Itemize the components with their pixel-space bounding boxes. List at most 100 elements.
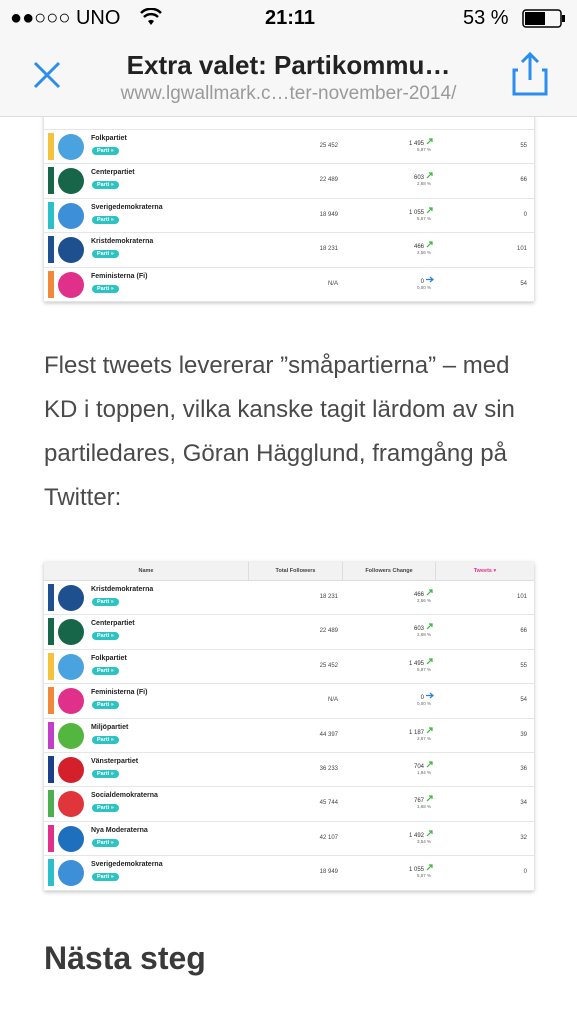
table-row: Nya Moderaterna Parti » 42 107 1 492 3,54 % 3… <box>44 822 534 857</box>
party-name: Centerpartiet <box>91 620 135 628</box>
share-button[interactable] <box>510 52 550 96</box>
party-name: Kristdemokraterna <box>91 238 154 246</box>
party-color-bar <box>48 755 54 783</box>
header-cell[interactable]: Tweets ▾ <box>473 568 497 574</box>
browser-nav: Extra valet: Partikommu… www.lgwallmark.… <box>0 38 577 117</box>
party-tag[interactable]: Parti » <box>92 598 119 606</box>
change-value: 1 055 <box>408 209 424 216</box>
party-tag[interactable]: Parti » <box>92 735 119 744</box>
party-name: Vänsterpartiet <box>91 757 139 765</box>
party-name: Sverigedemokraterna <box>91 203 163 211</box>
header-cell[interactable]: Total Followers <box>249 562 343 580</box>
party-tag[interactable]: Parti » <box>92 181 119 190</box>
tweets: 101 <box>516 594 527 600</box>
tweets: 66 <box>520 628 527 635</box>
party-logo <box>58 688 84 715</box>
followers-change: 767 <box>414 795 434 804</box>
change-percent: 5,57 % <box>416 873 431 879</box>
trend-arrow <box>426 761 433 768</box>
change-value: 0 <box>420 278 424 285</box>
party-name: Socialdemokraterna <box>91 792 158 800</box>
tweets: 36 <box>520 765 527 772</box>
change-percent: 5,57 % <box>416 215 431 221</box>
party-tag[interactable]: Parti » <box>92 804 119 813</box>
header-cell[interactable]: Followers Change <box>343 562 436 580</box>
header-cell[interactable]: Name <box>44 562 249 580</box>
trend-arrow <box>426 726 433 733</box>
total-followers: N/A <box>327 280 338 287</box>
change-percent: 0,00 % <box>416 284 431 290</box>
trend-arrow <box>426 864 433 871</box>
tweets: 0 <box>523 869 527 876</box>
table: Name Total Followers Followers Change Tw… <box>44 562 534 891</box>
party-logo <box>58 722 84 749</box>
followers-change: 603 <box>414 172 434 181</box>
party-tag[interactable]: Parti » <box>92 250 119 259</box>
change-value: 603 <box>413 626 424 633</box>
party-tag[interactable]: Parti » <box>92 147 119 155</box>
table-row: Kristdemokraterna Parti » 18 231 466 2,56 % 1… <box>44 233 534 268</box>
table-row: Sverigedemokraterna Parti » 18 949 1 055 5,5… <box>44 856 534 891</box>
page-url[interactable]: www.lgwallmark.c…ter-november-2014/ <box>120 83 457 104</box>
party-color-bar <box>48 133 54 160</box>
table-row: Folkpartiet Parti » 25 452 1 495 5,87 % 55 <box>44 130 534 165</box>
party-tag[interactable]: Parti » <box>92 838 119 847</box>
table-row: Folkpartiet Parti » 25 452 1 495 5,87 % 55 <box>44 650 534 685</box>
party-tag[interactable]: Parti » <box>92 873 119 882</box>
change-percent: 1,94 % <box>416 769 431 775</box>
table-row: Miljöpartiet Parti » 44 397 1 187 2,67 % 39 <box>44 719 534 753</box>
party-name: Centerpartiet <box>91 169 135 177</box>
table-row: Feministerna (Fi) Parti » N/A 0 0,00 % 54 <box>44 268 534 302</box>
paragraph: Flest tweets levererar ”småpartierna” – … <box>44 352 515 511</box>
followers-change: 1 187 <box>408 726 434 736</box>
followers-change: 1 055 <box>409 864 434 873</box>
close-button[interactable] <box>32 60 62 90</box>
party-color-bar <box>48 687 54 715</box>
trend-arrow <box>426 795 433 802</box>
party-tag[interactable]: Parti » <box>92 701 119 710</box>
followers-change: 1 495 <box>409 658 434 667</box>
section-heading: Nästa steg <box>44 940 206 976</box>
party-logo <box>58 168 84 195</box>
party-logo <box>58 202 84 229</box>
change-percent: 2,56 % <box>416 598 431 603</box>
trend-arrow <box>426 172 433 179</box>
party-tag[interactable]: Parti » <box>92 769 119 778</box>
table-row: Socialdemokraterna Parti » 45 744 767 1,68 %… <box>44 787 534 822</box>
party-name: Feministerna (Fi) <box>91 272 148 280</box>
total-followers: 18 231 <box>319 594 338 600</box>
party-tag[interactable]: Parti » <box>92 284 119 293</box>
total-followers: 45 744 <box>319 800 338 807</box>
party-tag[interactable]: Parti » <box>92 215 119 224</box>
party-tag[interactable]: Parti » <box>92 666 119 675</box>
trend-arrow <box>426 692 434 699</box>
total-followers: 18 949 <box>319 869 338 876</box>
tweets: 101 <box>516 246 527 253</box>
change-percent: 5,87 % <box>416 147 431 152</box>
party-color-bar <box>48 584 54 611</box>
party-tag[interactable]: Parti » <box>92 632 119 641</box>
party-name: Folkpartiet <box>91 135 127 142</box>
change-value: 1 187 <box>408 729 424 736</box>
change-percent: 2,68 % <box>416 181 431 187</box>
table-row: Centerpartiet Parti » 22 489 603 2,68 % 66 <box>44 164 534 199</box>
change-value: 466 <box>413 244 424 251</box>
tweets: 32 <box>520 834 527 841</box>
trend-arrow <box>426 830 433 837</box>
total-followers: 18 231 <box>319 246 338 253</box>
party-color-bar <box>48 824 54 852</box>
party-logo <box>58 825 84 852</box>
change-percent: 1,68 % <box>416 804 431 810</box>
tweets: 54 <box>520 280 527 287</box>
total-followers: 25 452 <box>319 143 338 149</box>
tweets: 54 <box>520 697 527 704</box>
followers-change: 603 <box>414 623 434 632</box>
party-logo <box>58 619 84 646</box>
party-color-bar <box>48 721 54 749</box>
tweets: 34 <box>520 800 527 807</box>
change-value: 1 055 <box>408 867 424 874</box>
party-logo <box>58 860 84 887</box>
table-row: Sverigedemokraterna Parti » 18 949 1 055 5,5… <box>44 199 534 234</box>
trend-arrow <box>426 241 433 248</box>
party-name: Folkpartiet <box>91 654 127 662</box>
